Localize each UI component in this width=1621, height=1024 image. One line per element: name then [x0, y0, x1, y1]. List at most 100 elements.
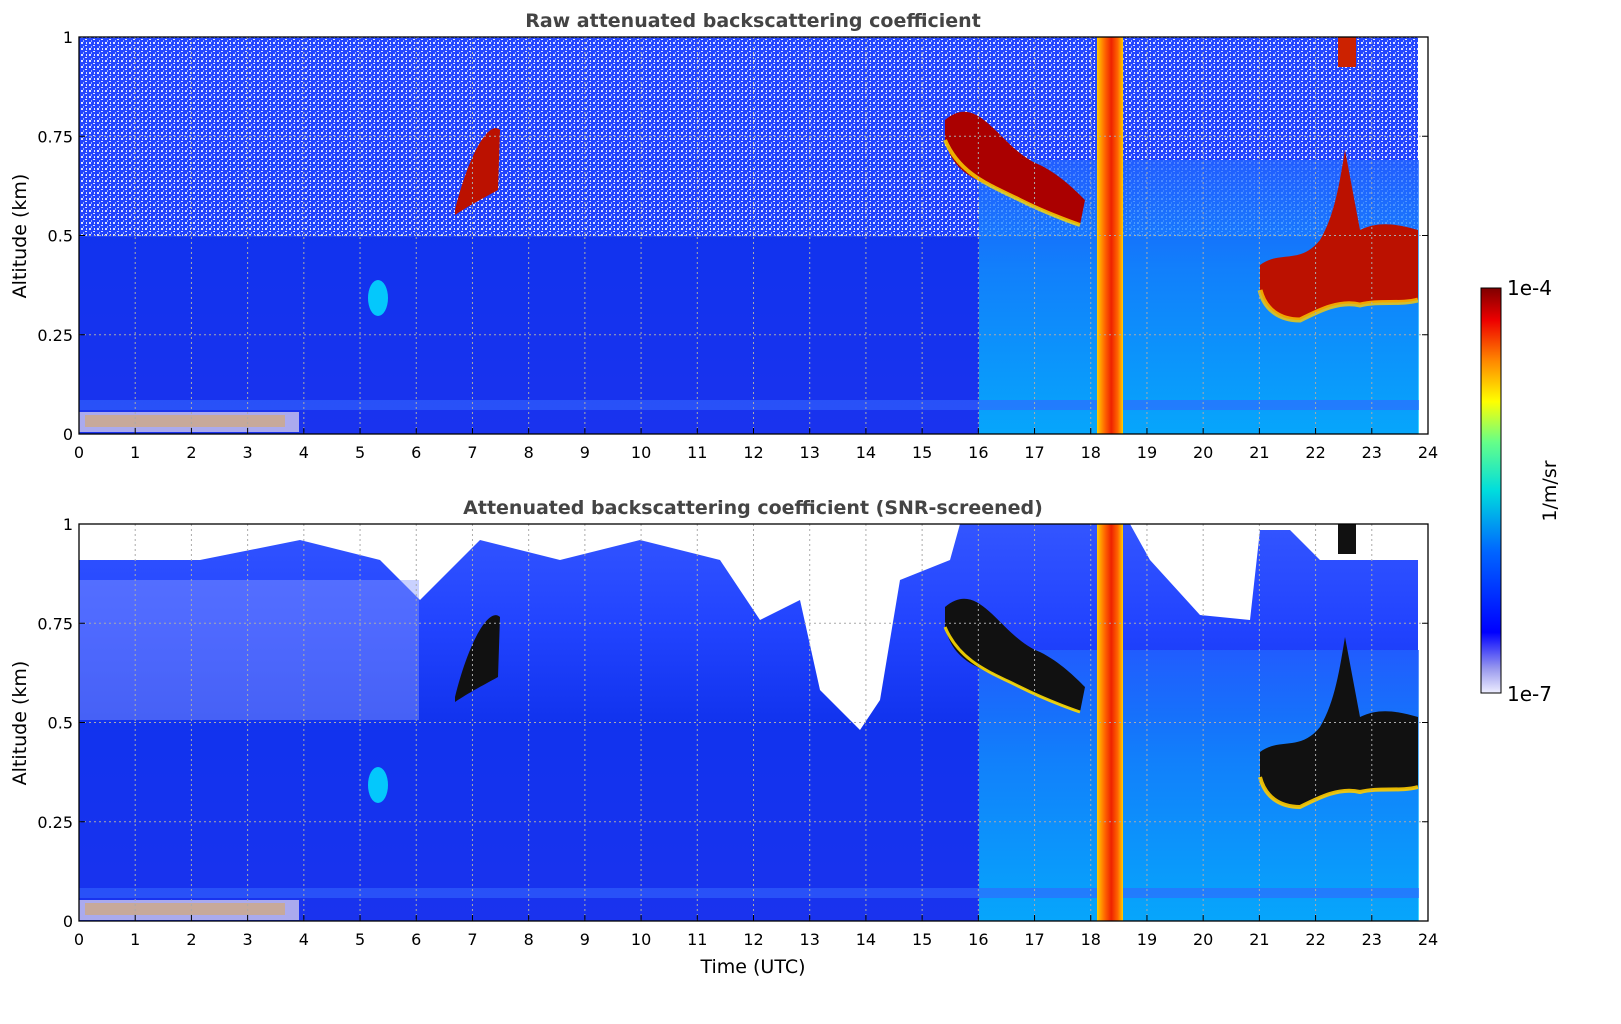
pale-noise	[79, 580, 419, 720]
x-axis: 0 1 2 3 4 5 6 7 8 9 10 11 12 13 14 15 16 17 18 19 20 21 22 23 24	[74, 915, 1438, 949]
cloud-layer-2-edge	[943, 626, 1081, 714]
panel-snr-screened: Attenuated backscattering coefficient (S…	[9, 497, 1438, 978]
surface-band	[79, 400, 1419, 410]
x-tick-label: 19	[1137, 443, 1157, 462]
colorbar-min-label: 1e-7	[1507, 682, 1552, 706]
x-tick-label: 7	[467, 930, 477, 949]
x-tick-label: 22	[1305, 443, 1325, 462]
surface-noise-color	[85, 415, 285, 427]
x-tick-label: 3	[243, 443, 253, 462]
x-tick-label: 1	[130, 443, 140, 462]
y-tick-label: 0	[63, 912, 73, 931]
x-tick-label: 16	[968, 930, 988, 949]
x-tick-label: 11	[687, 443, 707, 462]
screened-white-region	[79, 524, 1420, 730]
y-tick-label: 0.25	[37, 326, 73, 345]
x-tick-label: 14	[856, 930, 876, 949]
surface-band	[79, 888, 1419, 898]
cloud-layer-1	[455, 615, 500, 702]
x-tick-label: 6	[411, 443, 421, 462]
cloud-layer-1	[455, 128, 500, 215]
upper-cloud-streak	[1338, 524, 1356, 554]
colorbar-gradient	[1480, 287, 1502, 694]
x-tick-label: 21	[1249, 930, 1269, 949]
x-tick-label: 14	[856, 443, 876, 462]
x-tick-label: 19	[1137, 930, 1157, 949]
x-tick-label: 15	[912, 443, 932, 462]
x-tick-label: 12	[743, 443, 763, 462]
x-tick-label: 5	[355, 443, 365, 462]
x-tick-label: 9	[580, 930, 590, 949]
y-axis: 0 0.25 0.5 0.75 1	[37, 515, 1428, 931]
y-tick-label: 0	[63, 425, 73, 444]
x-tick-label: 8	[524, 443, 534, 462]
x-tick-label: 9	[580, 443, 590, 462]
x-tick-label: 3	[243, 930, 253, 949]
colorbar-label: 1/m/sr	[1539, 460, 1561, 521]
panel-title: Raw attenuated backscattering coefficien…	[525, 10, 981, 32]
x-tick-label: 23	[1362, 930, 1382, 949]
x-tick-label: 18	[1081, 930, 1101, 949]
x-tick-label: 0	[74, 930, 84, 949]
x-tick-label: 23	[1362, 443, 1382, 462]
x-tick-label: 24	[1418, 443, 1438, 462]
x-tick-label: 5	[355, 930, 365, 949]
x-tick-label: 24	[1418, 930, 1438, 949]
x-tick-label: 4	[299, 443, 309, 462]
x-tick-label: 7	[467, 443, 477, 462]
x-tick-label: 4	[299, 930, 309, 949]
x-tick-label: 2	[186, 930, 196, 949]
panel-title: Attenuated backscattering coefficient (S…	[463, 497, 1043, 519]
y-tick-label: 0.5	[48, 714, 73, 733]
y-tick-label: 0.25	[37, 813, 73, 832]
x-tick-label: 0	[74, 443, 84, 462]
cloud-layer-3-edge	[1257, 289, 1419, 323]
y-axis-label: Altitude (km)	[9, 661, 31, 786]
x-tick-label: 20	[1193, 443, 1213, 462]
x-tick-label: 15	[912, 930, 932, 949]
surface-noise	[79, 412, 299, 432]
surface-noise-color	[85, 903, 285, 915]
y-axis-label: Altitude (km)	[9, 174, 31, 299]
x-tick-label: 21	[1249, 443, 1269, 462]
x-tick-label: 12	[743, 930, 763, 949]
feature-cyan-blob	[368, 767, 388, 803]
cloud-layer-3-edge	[1258, 776, 1419, 810]
grid	[79, 37, 1428, 434]
x-tick-label: 17	[1024, 930, 1044, 949]
x-tick-label: 16	[968, 443, 988, 462]
x-tick-label: 1	[130, 930, 140, 949]
feature-cyan-blob	[368, 280, 388, 316]
y-tick-label: 0.75	[37, 127, 73, 146]
panel-raw: Raw attenuated backscattering coefficien…	[9, 10, 1438, 462]
x-tick-label: 18	[1081, 443, 1101, 462]
x-tick-label: 2	[186, 443, 196, 462]
x-tick-label: 8	[524, 930, 534, 949]
x-tick-label: 6	[411, 930, 421, 949]
y-tick-label: 0.75	[37, 614, 73, 633]
x-axis-label: Time (UTC)	[699, 956, 805, 978]
colorbar-max-label: 1e-4	[1507, 276, 1552, 300]
x-tick-label: 11	[687, 930, 707, 949]
x-tick-label: 10	[631, 443, 651, 462]
x-tick-label: 17	[1024, 443, 1044, 462]
grid	[79, 524, 1428, 921]
cloud-layer-2	[945, 598, 1085, 712]
y-axis: 0 0.25 0.5 0.75 1	[37, 28, 1428, 444]
upper-cloud-streak	[1338, 37, 1356, 67]
x-tick-label: 22	[1305, 930, 1325, 949]
x-tick-label: 10	[631, 930, 651, 949]
x-tick-label: 20	[1193, 930, 1213, 949]
y-tick-label: 1	[63, 28, 73, 47]
colorbar: 1e-4 1e-7 1/m/sr	[1480, 276, 1561, 706]
x-tick-label: 13	[800, 443, 820, 462]
cloud-layer-2	[945, 111, 1085, 225]
y-tick-label: 1	[63, 515, 73, 534]
cloud-layer-2-edge	[943, 139, 1081, 227]
x-tick-label: 13	[800, 930, 820, 949]
x-axis: 0 1 2 3 4 5 6 7 8 9 10 11 12 13 14 15 16 17 18 19 20 21 22 23 24	[74, 428, 1438, 462]
surface-noise	[79, 900, 299, 920]
y-tick-label: 0.5	[48, 227, 73, 246]
